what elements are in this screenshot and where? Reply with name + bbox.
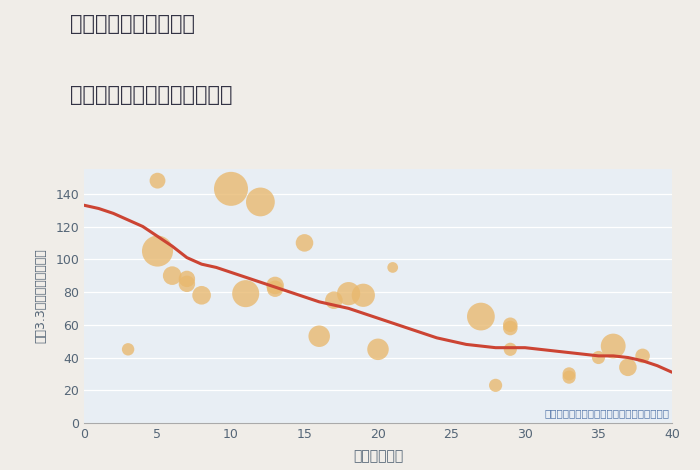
Point bbox=[593, 354, 604, 361]
Text: 円の大きさは、取引のあった物件面積を示す: 円の大きさは、取引のあった物件面積を示す bbox=[544, 408, 669, 418]
Point bbox=[181, 280, 193, 288]
Point bbox=[608, 342, 619, 350]
Text: 築年数別中古マンション価格: 築年数別中古マンション価格 bbox=[70, 85, 232, 105]
Point bbox=[270, 285, 281, 292]
Point bbox=[328, 297, 339, 304]
Point bbox=[240, 290, 251, 298]
Point bbox=[505, 321, 516, 329]
Point bbox=[505, 345, 516, 353]
Point bbox=[196, 291, 207, 299]
Point bbox=[270, 282, 281, 289]
Text: 奈良県奈良市邑地町の: 奈良県奈良市邑地町の bbox=[70, 14, 195, 34]
X-axis label: 築年数（年）: 築年数（年） bbox=[353, 449, 403, 463]
Point bbox=[490, 382, 501, 389]
Point bbox=[564, 373, 575, 381]
Point bbox=[358, 291, 369, 299]
Point bbox=[152, 247, 163, 255]
Point bbox=[122, 345, 134, 353]
Point bbox=[387, 264, 398, 271]
Point bbox=[181, 275, 193, 282]
Point bbox=[343, 290, 354, 298]
Point bbox=[152, 177, 163, 184]
Point bbox=[372, 345, 384, 353]
Y-axis label: 坪（3.3㎡）単価（万円）: 坪（3.3㎡）単価（万円） bbox=[34, 249, 47, 344]
Point bbox=[255, 198, 266, 206]
Point bbox=[637, 352, 648, 360]
Point bbox=[622, 364, 634, 371]
Point bbox=[564, 370, 575, 377]
Point bbox=[475, 313, 486, 321]
Point bbox=[505, 324, 516, 332]
Point bbox=[225, 185, 237, 193]
Point bbox=[299, 239, 310, 247]
Point bbox=[314, 332, 325, 340]
Point bbox=[167, 272, 178, 279]
